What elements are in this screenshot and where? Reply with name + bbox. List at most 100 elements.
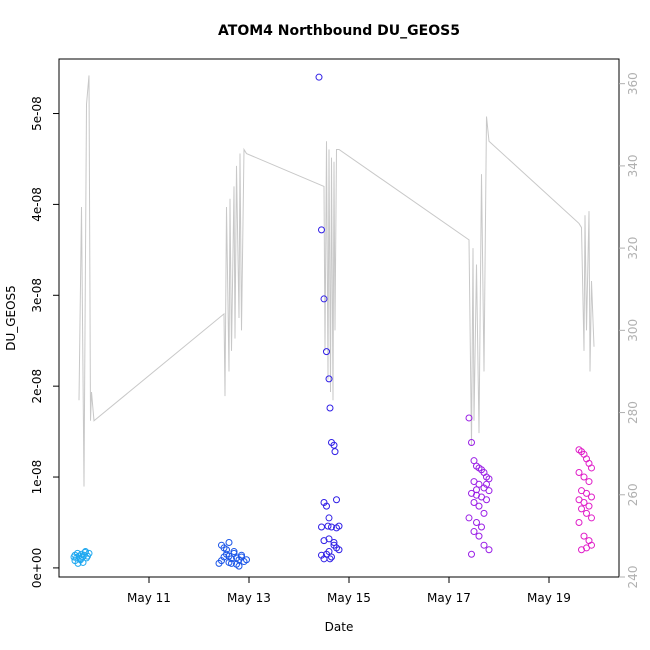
data-point: [480, 509, 488, 517]
data-point: [326, 555, 334, 563]
y-left-tick-label: 1e-08: [30, 460, 44, 495]
data-point: [583, 509, 590, 517]
scatter-series-4: [465, 414, 493, 558]
plot-area: [58, 58, 620, 578]
data-point: [331, 448, 339, 456]
data-point: [318, 551, 325, 559]
data-point: [583, 489, 590, 497]
data-point: [475, 532, 483, 540]
data-point: [580, 532, 588, 540]
data-point: [470, 498, 478, 506]
y-axis-left: 0e+00 1e-08 2e-08 3e-08 4e-08 5e-08: [30, 96, 59, 588]
data-point: [335, 522, 343, 530]
data-point: [580, 473, 588, 481]
data-point: [79, 558, 87, 566]
data-point: [588, 464, 595, 472]
y-left-tick-label: 5e-08: [30, 96, 44, 131]
scatter-series-1: [70, 548, 93, 567]
x-tick-label: May 15: [327, 591, 371, 605]
data-point: [588, 541, 595, 549]
line-series-path: [78, 75, 595, 487]
data-point: [585, 478, 593, 486]
data-point: [585, 502, 593, 510]
data-point: [485, 475, 493, 483]
data-point: [470, 457, 478, 465]
data-point: [323, 348, 330, 356]
data-point: [330, 441, 338, 449]
data-point: [465, 514, 473, 522]
data-point: [333, 496, 340, 504]
x-tick-label: May 11: [127, 591, 171, 605]
data-point: [325, 375, 333, 383]
data-point: [328, 523, 335, 531]
y-axis-right: 240 260 280 300 320 340 360: [619, 72, 640, 588]
data-point: [328, 553, 335, 561]
scatter-series-5: [575, 446, 595, 554]
data-point: [578, 505, 585, 513]
data-point: [323, 502, 330, 510]
y-left-tick-label: 0e+00: [30, 548, 44, 588]
y-right-tick-label: 300: [626, 319, 640, 342]
x-tick-label: May 19: [527, 591, 571, 605]
data-point: [480, 541, 488, 549]
data-point: [470, 528, 478, 536]
data-point: [468, 439, 475, 446]
data-point: [575, 518, 583, 526]
data-point: [320, 295, 328, 303]
data-point: [325, 535, 333, 543]
x-axis: May 11 May 13 May 15 May 17 May 19: [127, 577, 571, 605]
data-point: [318, 226, 325, 234]
data-point: [85, 549, 93, 557]
data-point: [335, 546, 343, 554]
data-point: [318, 523, 325, 531]
data-point: [468, 550, 475, 558]
data-point: [465, 414, 473, 422]
data-point: [243, 556, 250, 564]
data-point: [475, 480, 483, 488]
data-point: [580, 498, 588, 506]
data-point: [330, 538, 338, 546]
data-point: [588, 514, 595, 522]
data-point: [315, 73, 323, 81]
chart-title: ATOM4 Northbound DU_GEOS5: [218, 23, 460, 39]
y-right-tick-label: 360: [626, 72, 640, 95]
data-point: [485, 546, 493, 554]
data-point: [235, 562, 243, 570]
plot-frame: [58, 58, 620, 578]
y-axis-label: DU_GEOS5: [4, 285, 18, 351]
scatter-series-group: [70, 73, 595, 570]
data-point: [588, 493, 595, 501]
y-right-tick-label: 240: [626, 566, 640, 589]
x-tick-label: May 17: [427, 591, 471, 605]
data-point: [225, 552, 233, 560]
data-point: [238, 551, 245, 559]
data-point: [325, 514, 333, 522]
scatter-series-2: [215, 538, 250, 570]
data-point: [483, 480, 490, 488]
y-right-tick-label: 280: [626, 401, 640, 424]
data-point: [82, 548, 89, 556]
y-left-tick-label: 3e-08: [30, 278, 44, 313]
data-point: [575, 468, 583, 476]
data-point: [473, 518, 480, 526]
data-point: [228, 559, 235, 567]
x-axis-label: Date: [325, 620, 354, 634]
x-tick-label: May 13: [227, 591, 271, 605]
data-point: [324, 522, 332, 530]
data-point: [483, 496, 490, 504]
y-left-tick-label: 4e-08: [30, 187, 44, 222]
data-point: [578, 546, 585, 554]
data-point: [478, 523, 485, 531]
data-point: [223, 546, 230, 554]
y-left-tick-label: 2e-08: [30, 369, 44, 404]
y-right-tick-label: 340: [626, 154, 640, 177]
data-point: [230, 548, 238, 556]
data-point: [218, 541, 225, 549]
scatter-series-3: [315, 73, 343, 563]
y-right-tick-label: 320: [626, 237, 640, 260]
data-point: [485, 487, 493, 495]
secondary-line-series: [78, 75, 595, 487]
data-point: [473, 486, 480, 494]
